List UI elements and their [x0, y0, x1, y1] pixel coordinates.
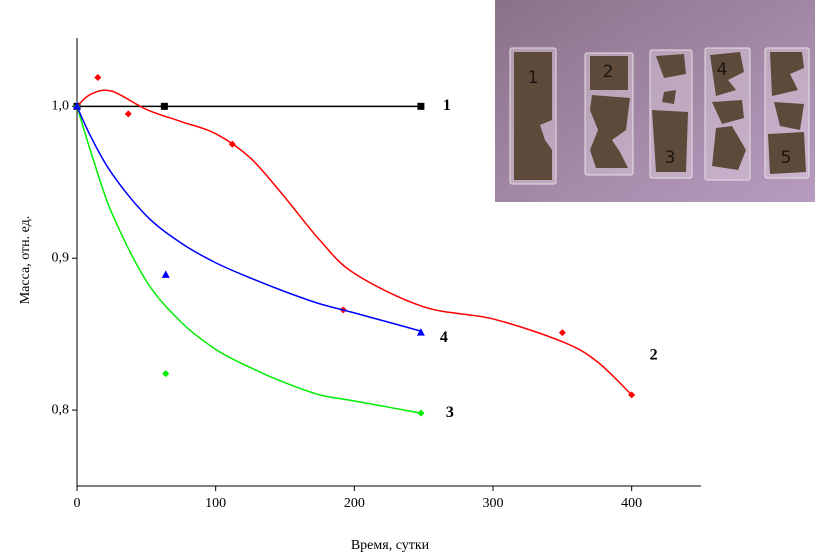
series-label: 3	[446, 404, 454, 421]
inset-label: 5	[781, 148, 792, 168]
point	[161, 270, 170, 278]
y-tick-label: 1,0	[52, 99, 70, 114]
series-label: 2	[650, 347, 658, 364]
x-tick-label: 100	[205, 496, 226, 511]
y-axis-label: Масса, отн. ед.	[18, 216, 33, 305]
x-tick-label: 200	[344, 496, 365, 511]
point	[94, 73, 102, 81]
point	[160, 102, 168, 110]
point	[124, 110, 132, 118]
x-axis-label: Время, сутки	[351, 538, 430, 553]
point	[162, 370, 170, 378]
inset-label: 4	[717, 60, 728, 80]
point	[416, 328, 425, 336]
inset-label: 1	[528, 68, 539, 88]
inset-label: 3	[665, 148, 676, 168]
x-tick-label: 300	[483, 496, 504, 511]
trend-line	[76, 89, 633, 396]
x-tick-label: 0	[74, 496, 81, 511]
trend-line	[76, 106, 422, 414]
inset-photo	[495, 0, 815, 202]
point	[558, 329, 566, 337]
point	[417, 102, 425, 110]
point	[628, 391, 636, 399]
series-label: 1	[443, 97, 451, 114]
point	[228, 140, 236, 148]
point	[73, 101, 81, 110]
series-label: 4	[440, 329, 448, 346]
point	[417, 409, 425, 417]
inset-label: 2	[603, 62, 614, 82]
trend-line	[76, 106, 422, 332]
y-tick-label: 0,9	[52, 250, 70, 265]
x-tick-label: 400	[621, 496, 642, 511]
y-tick-label: 0,8	[52, 402, 70, 417]
